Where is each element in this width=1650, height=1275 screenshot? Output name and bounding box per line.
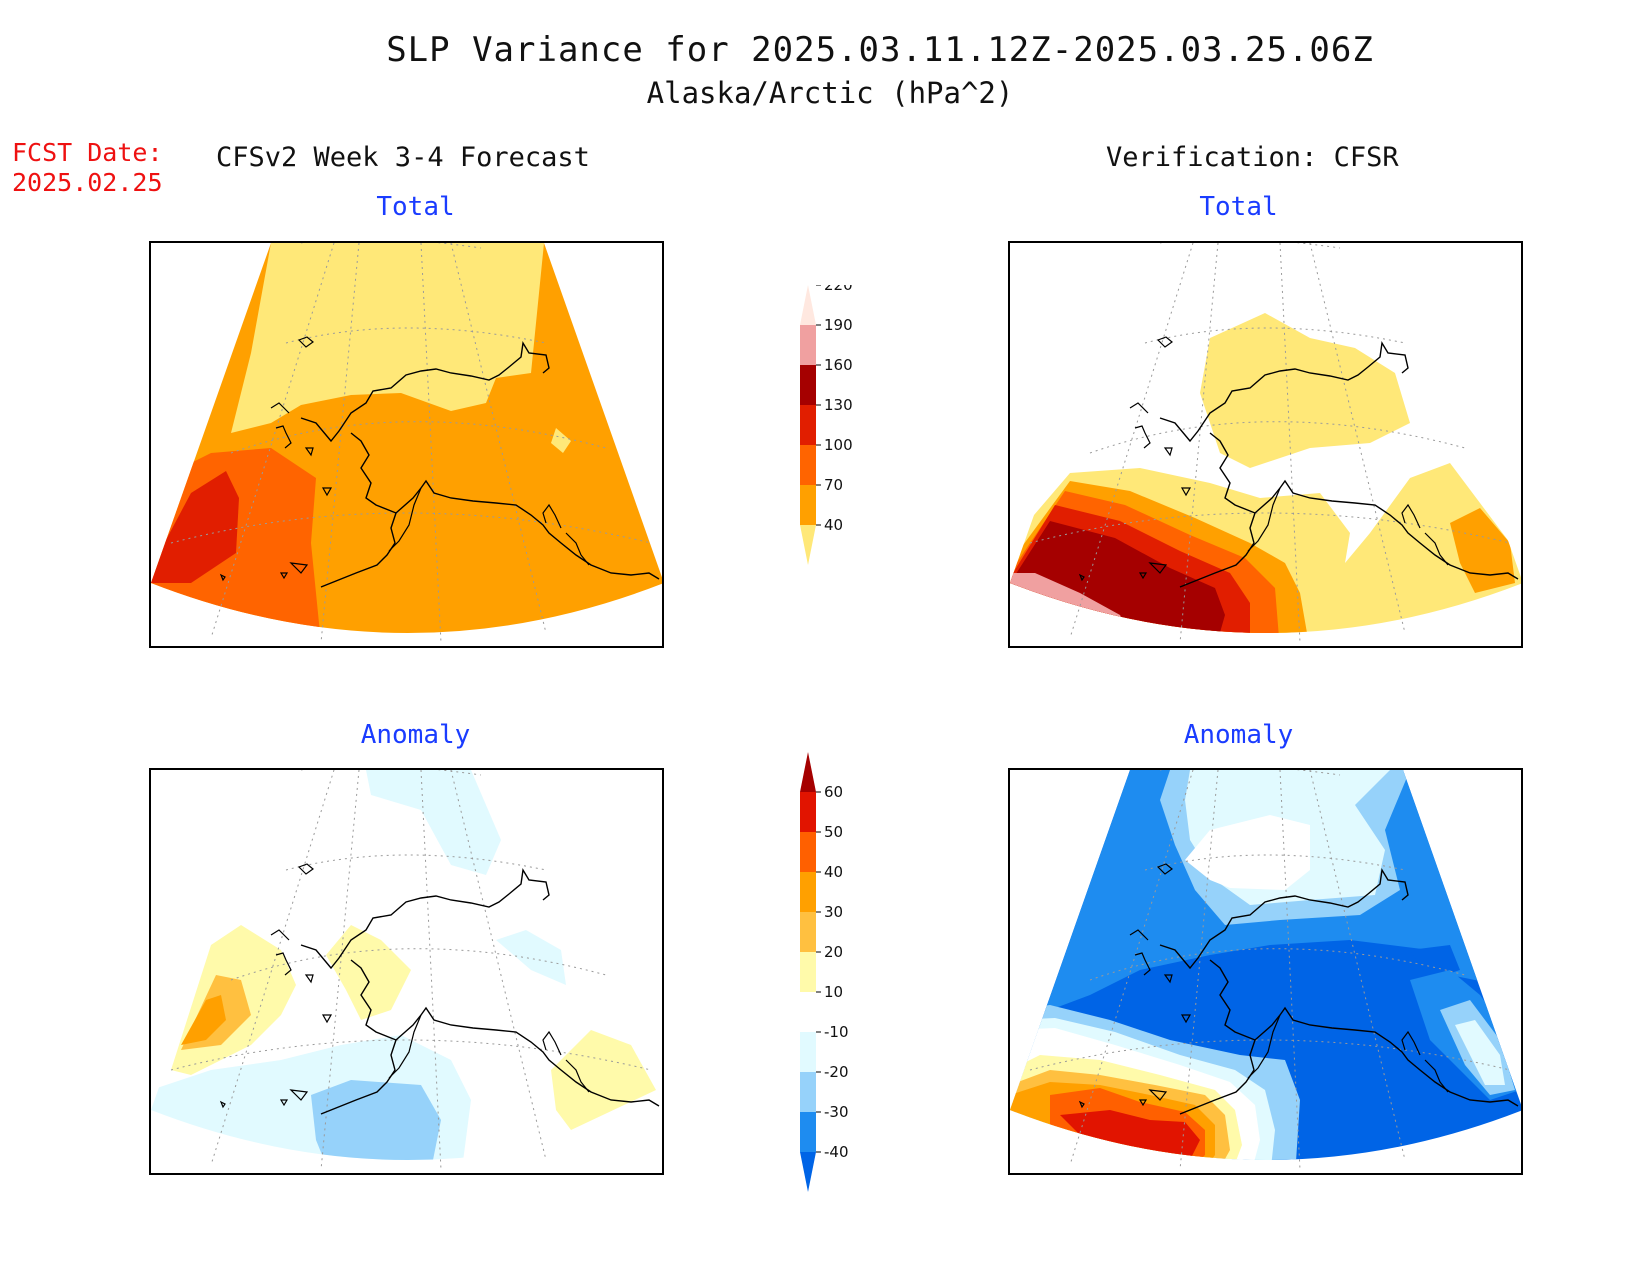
colorbar-swatch <box>800 952 816 992</box>
colorbar-swatch <box>800 912 816 952</box>
colorbar-label: 220 <box>824 285 853 294</box>
colorbar-label: -20 <box>824 1063 849 1081</box>
colorbar-swatch <box>800 1112 816 1152</box>
forecast-date-value: 2025.02.25 <box>12 168 163 197</box>
verification-anomaly-title: Anomaly <box>1183 720 1294 750</box>
colorbar-swatch <box>800 445 816 485</box>
colorbar-swatch <box>800 792 816 832</box>
forecast-column-heading: CFSv2 Week 3-4 Forecast <box>216 142 590 173</box>
colorbar-swatch <box>800 1072 816 1112</box>
colorbar-label: 130 <box>824 396 853 414</box>
colorbar-label: 60 <box>824 783 843 801</box>
forecast-date-block: FCST Date: 2025.02.25 <box>12 138 163 198</box>
verification-anomaly-map <box>1008 768 1523 1175</box>
figure-title: SLP Variance for 2025.03.11.12Z-2025.03.… <box>386 30 1374 70</box>
colorbar-swatch <box>800 1032 816 1072</box>
forecast-anomaly-map <box>149 768 664 1175</box>
verification-total-title: Total <box>1199 192 1278 222</box>
colorbar-label: -10 <box>824 1023 849 1041</box>
colorbar-swatch <box>800 285 816 325</box>
colorbar-swatch <box>800 485 816 525</box>
total-colorbar: 40 70 100 130 160 190 220 <box>800 285 880 605</box>
colorbar-swatch <box>800 1152 816 1192</box>
colorbar-label: 10 <box>824 983 843 1001</box>
forecast-date-label: FCST Date: <box>12 138 163 167</box>
colorbar-label: 20 <box>824 943 843 961</box>
colorbar-label: 190 <box>824 316 853 334</box>
colorbar-swatch <box>800 752 816 792</box>
colorbar-swatch <box>800 872 816 912</box>
colorbar-swatch <box>800 525 816 565</box>
figure-subtitle: Alaska/Arctic (hPa^2) <box>646 76 1014 110</box>
colorbar-label: 40 <box>824 516 843 534</box>
anomaly-colorbar: -40 -30 -20 -10 10 20 30 40 50 60 <box>800 752 880 1197</box>
colorbar-label: 30 <box>824 903 843 921</box>
colorbar-label: 100 <box>824 436 853 454</box>
forecast-total-title: Total <box>376 192 455 222</box>
colorbar-label: -40 <box>824 1143 849 1161</box>
colorbar-label: 160 <box>824 356 853 374</box>
colorbar-swatch <box>800 325 816 365</box>
verification-total-map <box>1008 241 1523 648</box>
colorbar-label: 50 <box>824 823 843 841</box>
colorbar-swatch <box>800 405 816 445</box>
colorbar-swatch <box>800 992 816 1032</box>
colorbar-swatch <box>800 832 816 872</box>
verification-column-heading: Verification: CFSR <box>1106 142 1399 173</box>
forecast-anomaly-title: Anomaly <box>360 720 471 750</box>
colorbar-swatch <box>800 365 816 405</box>
colorbar-label: -30 <box>824 1103 849 1121</box>
colorbar-label: 40 <box>824 863 843 881</box>
forecast-total-map <box>149 241 664 648</box>
colorbar-label: 70 <box>824 476 843 494</box>
